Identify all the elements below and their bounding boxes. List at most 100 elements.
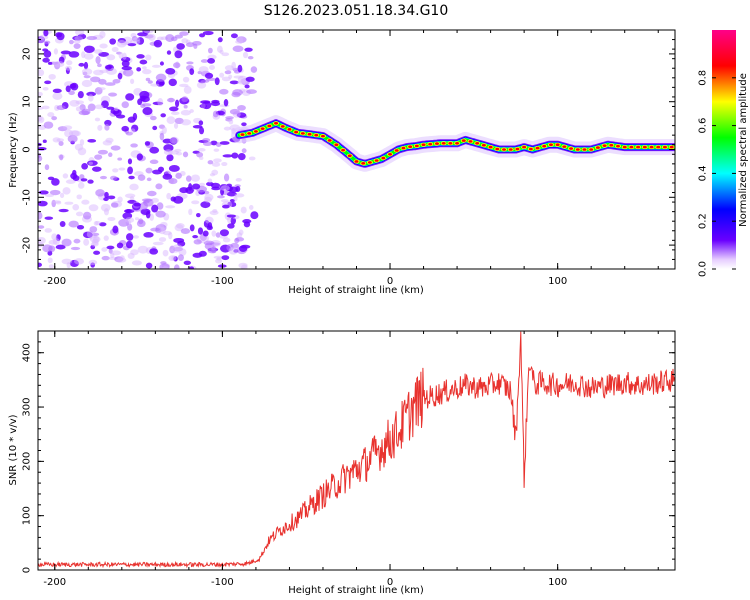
ridge-peak	[307, 132, 312, 136]
noise-blob	[231, 61, 236, 70]
noise-blob	[241, 148, 247, 154]
noise-blob	[155, 183, 163, 190]
noise-blob	[142, 103, 152, 107]
ridge-peak	[515, 147, 520, 151]
ridge-peak	[495, 147, 500, 151]
ridge-peak	[374, 159, 379, 162]
noise-blob	[74, 30, 85, 36]
noise-blob	[180, 119, 192, 126]
noise-blob	[191, 183, 201, 190]
noise-blob	[137, 32, 148, 37]
spectrogram-x-tick-label: 0	[387, 276, 393, 287]
noise-blob	[79, 174, 85, 180]
noise-blob	[38, 37, 45, 44]
noise-blob	[48, 264, 54, 269]
noise-blob	[166, 154, 174, 162]
noise-blob	[44, 216, 54, 220]
noise-blob	[182, 76, 190, 83]
noise-blob	[75, 211, 84, 217]
noise-blob	[221, 76, 231, 82]
noise-blob	[116, 39, 127, 48]
noise-blob	[89, 226, 98, 233]
noise-blob	[103, 197, 109, 202]
ridge-peak	[267, 124, 272, 128]
noise-blob	[155, 73, 167, 82]
noise-blob	[42, 139, 47, 143]
ridge-peak	[294, 130, 299, 134]
noise-blob	[158, 81, 165, 86]
snr-y-axis-label: SNR (10 * v/v)	[8, 414, 19, 485]
noise-blob	[249, 204, 254, 210]
noise-blob	[235, 40, 243, 44]
noise-blob	[132, 112, 138, 121]
noise-blob	[97, 124, 103, 131]
noise-blob	[144, 141, 151, 146]
noise-blob	[133, 235, 139, 239]
snr-x-axis-label: Height of straight line (km)	[288, 585, 424, 596]
noise-blob	[149, 213, 154, 221]
noise-blob	[157, 166, 165, 172]
noise-blob	[222, 204, 230, 209]
noise-blob	[130, 249, 139, 256]
ridge-peak	[401, 146, 406, 150]
spectrogram-x-axis-label: Height of straight line (km)	[288, 285, 424, 296]
noise-blob	[152, 241, 164, 246]
noise-blob	[202, 230, 209, 237]
ridge-peak	[334, 143, 339, 147]
ridge-peak	[260, 127, 265, 130]
noise-blob	[130, 128, 136, 134]
noise-blob	[210, 246, 217, 254]
noise-blob	[198, 126, 205, 135]
noise-blob	[121, 66, 133, 71]
noise-blob	[104, 191, 109, 199]
snr-frame	[37, 330, 676, 571]
noise-blob	[201, 103, 206, 109]
noise-blob	[183, 104, 188, 109]
noise-blob	[109, 38, 117, 45]
spectrogram-y-tick-label: 10	[22, 95, 33, 108]
noise-blob	[173, 264, 180, 269]
noise-blob	[207, 57, 216, 64]
noise-blob	[38, 154, 43, 162]
noise-blob	[145, 54, 152, 61]
ridge-peak	[582, 148, 587, 151]
noise-blob	[220, 199, 229, 203]
noise-blob	[136, 54, 145, 59]
ridge-peak	[287, 128, 292, 131]
noise-blob	[62, 173, 69, 179]
noise-blob	[97, 63, 102, 68]
ridge-peak	[300, 132, 305, 135]
noise-blob	[219, 141, 230, 145]
noise-blob	[65, 65, 72, 71]
noise-blob	[170, 111, 180, 116]
ridge-peak	[361, 162, 366, 165]
noise-blob	[222, 237, 231, 243]
noise-blob	[56, 138, 65, 142]
noise-blob	[232, 45, 244, 52]
ridge-peak	[589, 148, 594, 151]
ridge-peak	[522, 145, 527, 149]
snr-y-tick-label: 100	[22, 506, 33, 525]
noise-blob	[77, 182, 85, 189]
noise-blob	[65, 85, 71, 93]
noise-blob	[219, 72, 225, 78]
noise-blob	[73, 258, 85, 265]
noise-blob	[115, 114, 126, 119]
noise-blob	[186, 61, 194, 65]
noise-blob	[221, 255, 230, 261]
noise-blob	[151, 204, 159, 213]
noise-blob	[93, 49, 103, 54]
noise-blob	[202, 30, 214, 36]
noise-blob	[205, 216, 214, 224]
noise-blob	[64, 201, 74, 205]
noise-blob	[137, 98, 143, 106]
noise-blob	[118, 51, 124, 59]
ridge-peak	[616, 144, 621, 148]
ridge-peak	[253, 130, 258, 133]
noise-blob	[135, 217, 140, 221]
noise-blob	[230, 33, 238, 39]
noise-blob	[193, 43, 198, 49]
noise-blob	[209, 64, 215, 71]
noise-blob	[238, 262, 248, 269]
spectrogram-y-tick-label: 20	[22, 48, 33, 61]
